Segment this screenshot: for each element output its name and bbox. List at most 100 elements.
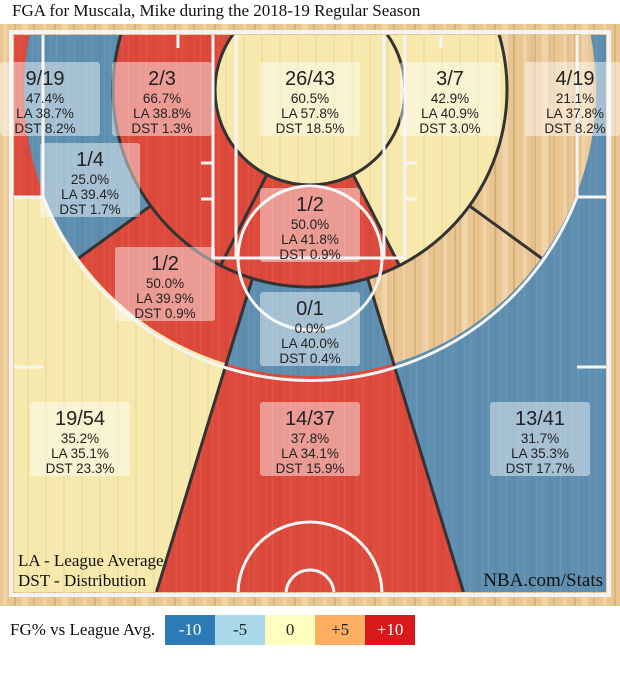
court-ticks: [14, 35, 606, 369]
zone-label-box: [490, 402, 590, 476]
zone-label-box: [112, 62, 212, 136]
legend-title: FG% vs League Avg.: [10, 620, 156, 639]
zone-fg-pct: 31.7%: [521, 431, 559, 446]
zone-league-avg: LA 41.8%: [281, 232, 339, 247]
zone-league-avg: LA 35.1%: [51, 446, 109, 461]
free-throw-circle: [236, 184, 384, 332]
three-point-line: [41, 35, 579, 382]
color-legend: FG% vs League Avg. -10 -5 0 +5 +10: [10, 615, 416, 645]
zone-fg-pct: 47.4%: [26, 91, 64, 106]
zone-made-attempted: 1/4: [76, 149, 104, 171]
zone-distribution: DST 0.9%: [279, 247, 340, 262]
zone-made-attempted: 13/41: [515, 408, 565, 430]
zone-label-box: [260, 62, 360, 136]
zone-fg-pct: 35.2%: [61, 431, 99, 446]
zone-boundary: [219, 173, 269, 267]
zone-distribution: DST 0.4%: [279, 351, 340, 366]
zone-fg-pct: 50.0%: [291, 217, 329, 232]
zone-league-avg: LA 38.7%: [16, 106, 74, 121]
zone-fg-pct: 21.1%: [556, 91, 594, 106]
note-la: LA - League Average: [18, 551, 164, 570]
zone-label: 1/250.0%LA 39.9%DST 0.9%: [115, 247, 215, 321]
zone-distribution: DST 1.3%: [131, 121, 192, 136]
zone-distribution: DST 8.2%: [14, 121, 75, 136]
legend-swatch: -10: [165, 615, 216, 645]
chart-title: FGA for Muscala, Mike during the 2018-19…: [12, 1, 421, 20]
lane-lines: [234, 35, 386, 258]
center-circle-inner: [284, 568, 336, 592]
zone-label: 1/425.0%LA 39.4%DST 1.7%: [40, 143, 140, 217]
wood-grain-overlay: [14, 35, 606, 592]
zone-label-box: [40, 143, 140, 217]
zone-distribution: DST 0.9%: [134, 306, 195, 321]
zone-label: 3/742.9%LA 40.9%DST 3.0%: [400, 62, 500, 136]
legend-swatch: +10: [365, 615, 416, 645]
zone-distribution: DST 3.0%: [419, 121, 480, 136]
key-lane: [211, 35, 407, 260]
zone-label-box: [115, 247, 215, 321]
zone-made-attempted: 26/43: [285, 68, 335, 90]
zone-made-attempted: 1/2: [151, 253, 179, 275]
zone-fg-pct: 42.9%: [431, 91, 469, 106]
zone-boundary: [155, 277, 254, 592]
zone-label-box: [260, 402, 360, 476]
zone-distribution: DST 23.3%: [46, 461, 115, 476]
zone-label: 2/366.7%LA 38.8%DST 1.3%: [112, 62, 212, 136]
zone-league-avg: LA 57.8%: [281, 106, 339, 121]
zone-label-box: [525, 62, 620, 136]
zone-boundary: [77, 204, 152, 260]
zone-boundary: [351, 173, 401, 267]
zone-fg-pct: 25.0%: [71, 172, 109, 187]
zone-league-avg: LA 38.8%: [133, 106, 191, 121]
court-border: [9, 30, 611, 597]
zone-league-avg: LA 35.3%: [511, 446, 569, 461]
zone-label: 1/250.0%LA 41.8%DST 0.9%: [260, 188, 360, 262]
zone-label-box: [260, 188, 360, 262]
zone-league-avg: LA 37.8%: [546, 106, 604, 121]
zone-label-box: [260, 292, 360, 366]
zone-league-avg: LA 34.1%: [281, 446, 339, 461]
zone-boundary: [366, 277, 465, 592]
zone-made-attempted: 1/2: [296, 194, 324, 216]
zone-label-box: [30, 402, 130, 476]
zone-fg-pct: 60.5%: [291, 91, 329, 106]
zone-distribution: DST 15.9%: [276, 461, 345, 476]
zone-boundary: [111, 35, 509, 289]
source-watermark: NBA.com/Stats: [483, 570, 603, 591]
legend-swatch: +5: [315, 615, 366, 645]
zone-made-attempted: 19/54: [55, 408, 105, 430]
zone-league-avg: LA 40.9%: [421, 106, 479, 121]
zone-made-attempted: 0/1: [296, 298, 324, 320]
zone-made-attempted: 14/37: [285, 408, 335, 430]
zone-distribution: DST 18.5%: [276, 121, 345, 136]
note-dst: DST - Distribution: [18, 571, 147, 590]
zone-league-avg: LA 39.4%: [61, 187, 119, 202]
zone-distribution: DST 1.7%: [59, 202, 120, 217]
zone-made-attempted: 3/7: [436, 68, 464, 90]
zone-distribution: DST 17.7%: [506, 461, 575, 476]
legend-swatch: 0: [265, 615, 316, 645]
center-circle-outer: [236, 520, 384, 592]
zone-fg-pct: 37.8%: [291, 431, 329, 446]
zone-boundary: [468, 204, 543, 260]
zone-fg-pct: 0.0%: [295, 321, 326, 336]
zone-label-box: [0, 62, 100, 136]
zone-fg-pct: 50.0%: [146, 276, 184, 291]
zone-label: 0/10.0%LA 40.0%DST 0.4%: [260, 292, 360, 366]
zone-label-box: [400, 62, 500, 136]
zone-fg-pct: 66.7%: [143, 91, 181, 106]
zone-made-attempted: 2/3: [148, 68, 176, 90]
zone-made-attempted: 4/19: [556, 68, 595, 90]
zone-league-avg: LA 40.0%: [281, 336, 339, 351]
legend-swatch: -5: [215, 615, 266, 645]
zone-distribution: DST 8.2%: [544, 121, 605, 136]
zone-made-attempted: 9/19: [26, 68, 65, 90]
zone-league-avg: LA 39.9%: [136, 291, 194, 306]
